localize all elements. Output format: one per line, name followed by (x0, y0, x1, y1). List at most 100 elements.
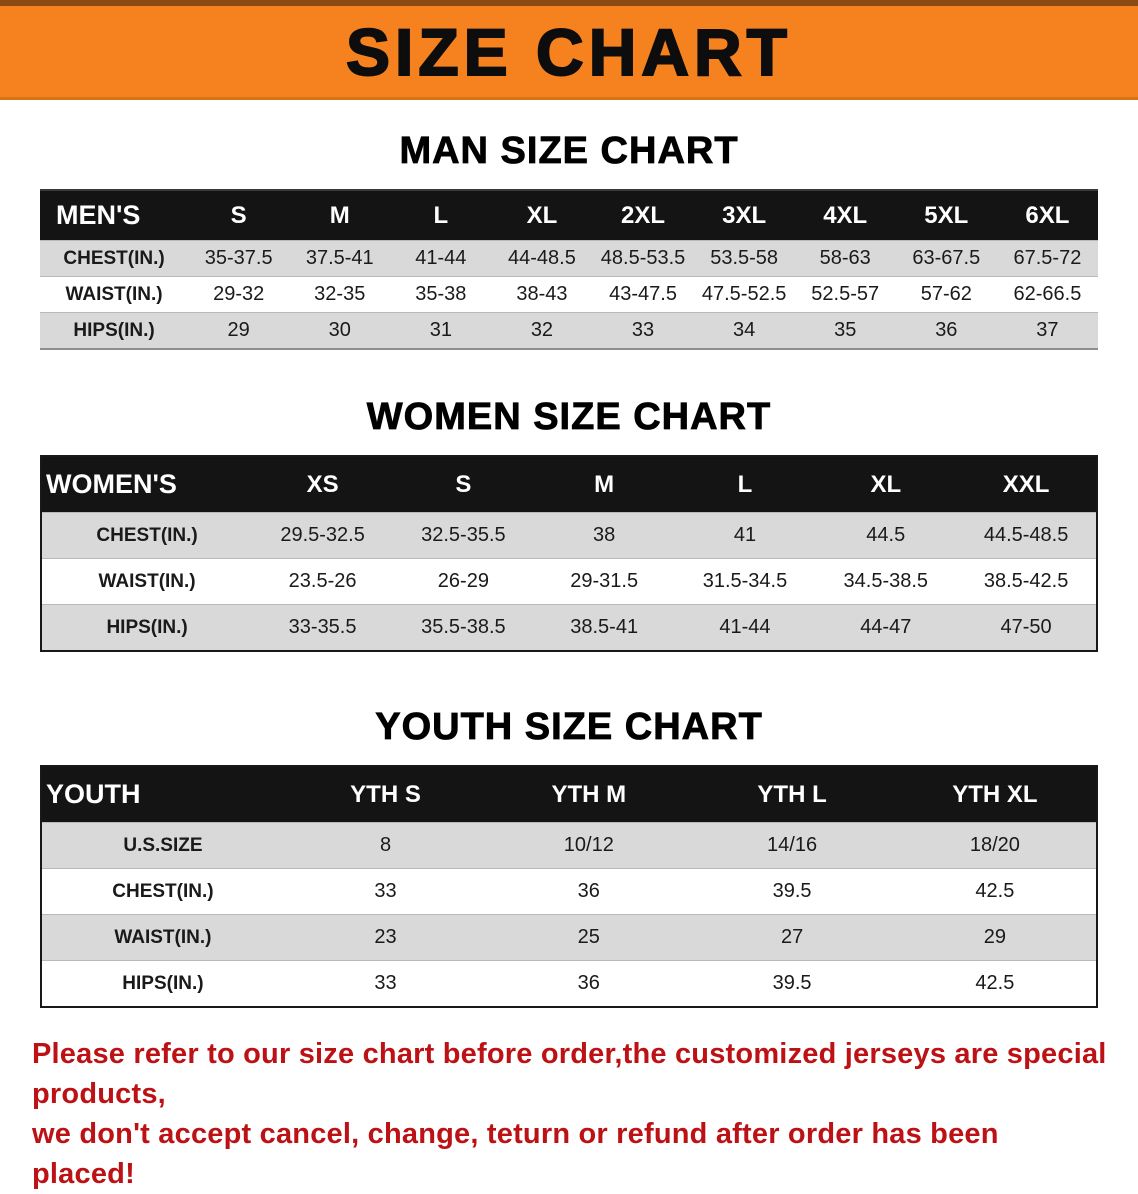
table-row: HIPS(IN.) 29 30 31 32 33 34 35 36 37 (40, 312, 1098, 349)
size-header-cell: YTH S (283, 766, 488, 823)
value-cell: 33-35.5 (252, 604, 393, 651)
value-cell: 29-31.5 (533, 558, 675, 605)
value-cell: 32-35 (289, 276, 391, 313)
value-cell: 48.5-53.5 (592, 240, 694, 277)
row-label-cell: HIPS(IN.) (41, 960, 284, 1007)
disclaimer: Please refer to our size chart before or… (32, 1034, 1108, 1194)
value-cell: 38.5-41 (533, 604, 675, 651)
size-header-cell: YTH M (487, 766, 691, 823)
size-header-cell: YTH L (690, 766, 894, 823)
value-cell: 25 (487, 914, 691, 961)
size-header-cell: 6XL (996, 190, 1098, 241)
table-row: CHEST(IN.) 29.5-32.5 32.5-35.5 38 41 44.5 44.5… (41, 512, 1097, 559)
value-cell: 31 (390, 312, 492, 349)
table-header-row: YOUTH YTH S YTH M YTH L YTH XL (41, 766, 1097, 823)
row-label-cell: WAIST(IN.) (41, 914, 284, 961)
value-cell: 37.5-41 (289, 240, 391, 277)
value-cell: 33 (592, 312, 694, 349)
table-title-cell: YOUTH (41, 766, 284, 823)
value-cell: 29 (188, 312, 290, 349)
size-header-cell: YTH XL (893, 766, 1097, 823)
value-cell: 44.5-48.5 (956, 512, 1097, 559)
value-cell: 43-47.5 (592, 276, 694, 313)
value-cell: 39.5 (690, 868, 894, 915)
value-cell: 36 (487, 868, 691, 915)
value-cell: 33 (283, 868, 488, 915)
table-header-row: WOMEN'S XS S M L XL XXL (41, 456, 1097, 513)
value-cell: 32 (491, 312, 593, 349)
size-header-cell: XL (815, 456, 957, 513)
size-header-cell: 4XL (794, 190, 896, 241)
size-header-cell: XL (491, 190, 593, 241)
women-section: WOMEN SIZE CHART WOMEN'S XS S M L XL XXL CHEST(… (0, 396, 1138, 652)
table-title-cell: WOMEN'S (41, 456, 253, 513)
table-row: HIPS(IN.) 33-35.5 35.5-38.5 38.5-41 41-44 44-… (41, 604, 1097, 651)
size-header-cell: L (390, 190, 492, 241)
value-cell: 42.5 (893, 960, 1097, 1007)
page-title: SIZE CHART (345, 14, 792, 89)
value-cell: 26-29 (392, 558, 534, 605)
value-cell: 35-38 (390, 276, 492, 313)
value-cell: 35-37.5 (188, 240, 290, 277)
value-cell: 42.5 (893, 868, 1097, 915)
value-cell: 23 (283, 914, 488, 961)
table-row: WAIST(IN.) 23 25 27 29 (41, 914, 1097, 961)
table-row: WAIST(IN.) 23.5-26 26-29 29-31.5 31.5-34.5 34… (41, 558, 1097, 605)
value-cell: 37 (996, 312, 1098, 349)
title-banner: SIZE CHART (0, 0, 1138, 100)
value-cell: 8 (283, 822, 488, 869)
men-section-heading: MAN SIZE CHART (399, 130, 739, 173)
row-label-cell: WAIST(IN.) (40, 276, 189, 313)
table-header-row: MEN'S S M L XL 2XL 3XL 4XL 5XL 6XL (40, 190, 1098, 241)
row-label-cell: CHEST(IN.) (41, 512, 253, 559)
size-header-cell: L (674, 456, 816, 513)
disclaimer-line-2: we don't accept cancel, change, teturn o… (32, 1118, 999, 1191)
size-header-cell: XXL (956, 456, 1097, 513)
table-row: CHEST(IN.) 35-37.5 37.5-41 41-44 44-48.5 48.5… (40, 240, 1098, 277)
value-cell: 62-66.5 (996, 276, 1098, 313)
size-header-cell: M (533, 456, 675, 513)
value-cell: 63-67.5 (895, 240, 997, 277)
value-cell: 10/12 (487, 822, 691, 869)
size-header-cell: 5XL (895, 190, 997, 241)
value-cell: 44-47 (815, 604, 957, 651)
size-header-cell: M (289, 190, 391, 241)
table-row: HIPS(IN.) 33 36 39.5 42.5 (41, 960, 1097, 1007)
youth-section-heading: YOUTH SIZE CHART (375, 706, 763, 749)
value-cell: 29 (893, 914, 1097, 961)
row-label-cell: CHEST(IN.) (41, 868, 284, 915)
value-cell: 23.5-26 (252, 558, 393, 605)
disclaimer-line-1: Please refer to our size chart before or… (32, 1038, 1107, 1111)
value-cell: 44.5 (815, 512, 957, 559)
women-size-table: WOMEN'S XS S M L XL XXL CHEST(IN.) 29.5-32.5 32.5… (40, 455, 1098, 652)
value-cell: 34.5-38.5 (815, 558, 957, 605)
value-cell: 29.5-32.5 (252, 512, 393, 559)
row-label-cell: CHEST(IN.) (40, 240, 189, 277)
value-cell: 58-63 (794, 240, 896, 277)
value-cell: 29-32 (188, 276, 290, 313)
value-cell: 67.5-72 (996, 240, 1098, 277)
youth-section: YOUTH SIZE CHART YOUTH YTH S YTH M YTH L YTH… (0, 706, 1138, 1008)
value-cell: 14/16 (690, 822, 894, 869)
value-cell: 47.5-52.5 (693, 276, 795, 313)
men-size-table: MEN'S S M L XL 2XL 3XL 4XL 5XL 6XL CHEST(IN.) 35-37… (40, 189, 1098, 350)
women-section-heading: WOMEN SIZE CHART (366, 396, 772, 439)
value-cell: 41-44 (674, 604, 816, 651)
row-label-cell: HIPS(IN.) (41, 604, 253, 651)
value-cell: 34 (693, 312, 795, 349)
value-cell: 39.5 (690, 960, 894, 1007)
table-row: U.S.SIZE 8 10/12 14/16 18/20 (41, 822, 1097, 869)
value-cell: 18/20 (893, 822, 1097, 869)
value-cell: 47-50 (956, 604, 1097, 651)
men-section: MAN SIZE CHART MEN'S S M L XL 2XL 3XL 4XL 5XL 6XL… (0, 130, 1138, 350)
size-header-cell: 3XL (693, 190, 795, 241)
value-cell: 33 (283, 960, 488, 1007)
value-cell: 44-48.5 (491, 240, 593, 277)
value-cell: 27 (690, 914, 894, 961)
value-cell: 53.5-58 (693, 240, 795, 277)
table-row: CHEST(IN.) 33 36 39.5 42.5 (41, 868, 1097, 915)
value-cell: 41-44 (390, 240, 492, 277)
value-cell: 57-62 (895, 276, 997, 313)
table-row: WAIST(IN.) 29-32 32-35 35-38 38-43 43-47.5 47.… (40, 276, 1098, 313)
size-header-cell: 2XL (592, 190, 694, 241)
